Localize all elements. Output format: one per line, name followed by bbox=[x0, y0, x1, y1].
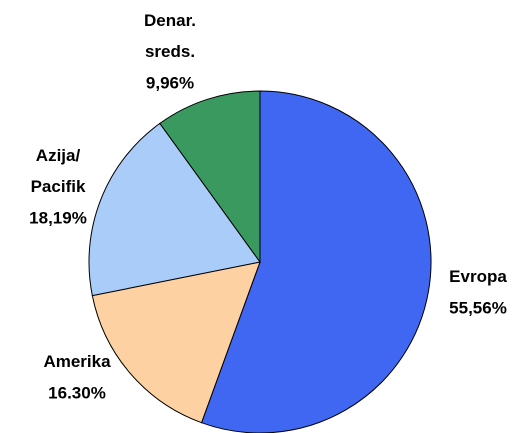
value-label: 55,56% bbox=[449, 298, 507, 317]
pie-slice bbox=[88, 122, 261, 297]
slice-label: Denar. sreds. bbox=[144, 11, 196, 61]
value-label: 18,19% bbox=[29, 208, 87, 227]
label-line: Evropa bbox=[449, 267, 507, 286]
slice-label: Azija/Pacifik bbox=[31, 146, 86, 196]
pie-slice bbox=[200, 90, 432, 433]
pie-slice bbox=[91, 261, 261, 424]
value-label: 9,96% bbox=[146, 73, 194, 92]
label-line: sreds. bbox=[145, 42, 195, 61]
label-line: Amerika bbox=[43, 352, 111, 371]
label-line: Azija/ bbox=[36, 146, 81, 165]
slice-label: Amerika bbox=[43, 352, 111, 371]
label-line: Pacifik bbox=[31, 177, 86, 196]
slice-label: Evropa bbox=[449, 267, 507, 286]
pie-slice bbox=[159, 90, 261, 264]
label-line: Denar. bbox=[144, 11, 196, 30]
value-label: 16.30% bbox=[48, 383, 106, 402]
